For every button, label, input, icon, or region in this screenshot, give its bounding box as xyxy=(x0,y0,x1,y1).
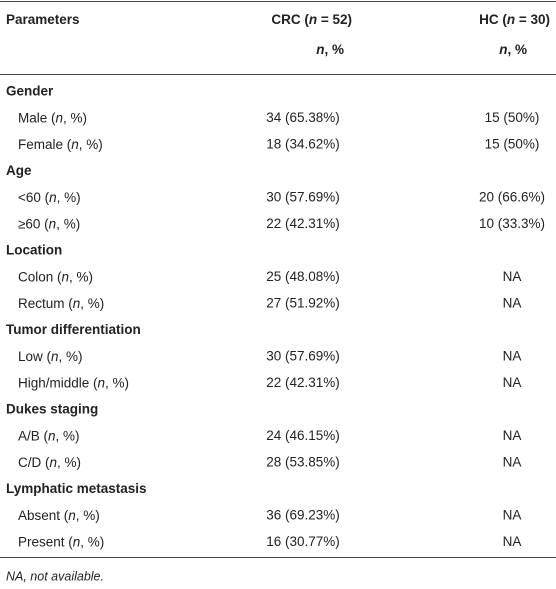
header-cell-part: CRC ( xyxy=(271,12,309,27)
header-cell-part: n xyxy=(507,12,515,27)
row-label-part: , %) xyxy=(80,296,104,311)
crc-value: 27 (51.92%) xyxy=(266,296,340,311)
row-label-part: , %) xyxy=(69,269,93,284)
row-label-part: n xyxy=(49,216,57,231)
row-label-part: , %) xyxy=(56,428,80,443)
row-label-part: Colon ( xyxy=(18,269,62,284)
crc-value: 34 (65.38%) xyxy=(266,110,340,125)
crc-value: 25 (48.08%) xyxy=(266,269,340,284)
row-label-part: , %) xyxy=(105,375,129,390)
crc-value: 30 (57.69%) xyxy=(266,349,340,364)
row-label-part: A/B ( xyxy=(18,428,49,443)
row-label-part: , %) xyxy=(59,349,83,364)
hc-value: NA xyxy=(503,375,522,390)
subheader-cell: n, % xyxy=(316,42,344,57)
crc-value: 16 (30.77%) xyxy=(266,534,340,549)
row-label-part: <60 ( xyxy=(18,190,50,205)
crc-value: 24 (46.15%) xyxy=(266,428,340,443)
row-label-part: n xyxy=(51,349,59,364)
row-label-part: , %) xyxy=(56,216,80,231)
subheader-cell-part: , % xyxy=(507,42,527,57)
row-label-part: n xyxy=(48,428,56,443)
header-cell-part: = 52) xyxy=(317,12,352,27)
group-title: Dukes staging xyxy=(6,402,98,417)
hc-value: NA xyxy=(503,534,522,549)
row-label-part: Absent ( xyxy=(18,508,69,523)
row-label-part: n xyxy=(62,269,70,284)
hc-value: NA xyxy=(503,428,522,443)
row-label-part: Female ( xyxy=(18,137,72,152)
header-cell-part: HC ( xyxy=(479,12,507,27)
footnote: NA, not available. xyxy=(6,569,104,583)
row-label: Present (n, %) xyxy=(18,534,104,549)
group-title: Gender xyxy=(6,84,54,99)
row-label: Male (n, %) xyxy=(18,110,87,125)
row-label: High/middle (n, %) xyxy=(18,375,129,390)
header-cell: Parameters xyxy=(6,12,80,27)
subheader-cell-part: , % xyxy=(324,42,344,57)
row-label: Rectum (n, %) xyxy=(18,296,104,311)
header-cell-part: = 30) xyxy=(515,12,550,27)
row-label-part: n xyxy=(71,137,79,152)
hc-value: 15 (50%) xyxy=(485,110,540,125)
row-label-part: n xyxy=(50,455,58,470)
row-label: <60 (n, %) xyxy=(18,190,81,205)
hc-value: NA xyxy=(503,455,522,470)
row-label: Absent (n, %) xyxy=(18,508,100,523)
crc-value: 28 (53.85%) xyxy=(266,455,340,470)
group-title: Age xyxy=(6,163,32,178)
row-label-part: n xyxy=(49,190,57,205)
hc-value: NA xyxy=(503,508,522,523)
row-label-part: C/D ( xyxy=(18,455,50,470)
row-label-part: n xyxy=(73,296,81,311)
crc-value: 36 (69.23%) xyxy=(266,508,340,523)
hc-value: NA xyxy=(503,269,522,284)
row-label-part: n xyxy=(68,508,76,523)
subheader-cell-part: n xyxy=(316,42,324,57)
subheader-cell: n, % xyxy=(499,42,527,57)
row-label-part: High/middle ( xyxy=(18,375,98,390)
row-label: Low (n, %) xyxy=(18,349,83,364)
row-label: A/B (n, %) xyxy=(18,428,80,443)
hc-value: 10 (33.3%) xyxy=(479,216,545,231)
crc-value: 30 (57.69%) xyxy=(266,190,340,205)
crc-value: 22 (42.31%) xyxy=(266,216,340,231)
header-cell: CRC (n = 52) xyxy=(271,12,352,27)
row-label-part: Rectum ( xyxy=(18,296,73,311)
crc-value: 18 (34.62%) xyxy=(266,137,340,152)
header-cell-part: Parameters xyxy=(6,12,80,27)
hc-value: 20 (66.6%) xyxy=(479,190,545,205)
row-label-part: , %) xyxy=(80,534,104,549)
group-title: Lymphatic metastasis xyxy=(6,481,147,496)
row-label-part: Male ( xyxy=(18,110,56,125)
header-cell: HC (n = 30) xyxy=(479,12,550,27)
row-label-part: n xyxy=(73,534,81,549)
row-label-part: Present ( xyxy=(18,534,73,549)
row-label-part: Low ( xyxy=(18,349,52,364)
hc-value: NA xyxy=(503,349,522,364)
hc-value: 15 (50%) xyxy=(485,137,540,152)
group-title: Location xyxy=(6,243,62,258)
row-label-part: , %) xyxy=(79,137,103,152)
row-label: Female (n, %) xyxy=(18,137,103,152)
header-cell-part: n xyxy=(309,12,317,27)
row-label-part: , %) xyxy=(57,455,81,470)
row-label-part: n xyxy=(56,110,64,125)
crc-value: 22 (42.31%) xyxy=(266,375,340,390)
row-label: ≥60 (n, %) xyxy=(18,216,80,231)
group-title: Tumor differentiation xyxy=(6,322,141,337)
row-label-part: , %) xyxy=(63,110,87,125)
row-label-part: , %) xyxy=(76,508,100,523)
subheader-cell-part: n xyxy=(499,42,507,57)
row-label-part: , %) xyxy=(57,190,81,205)
row-label-part: n xyxy=(98,375,106,390)
row-label-part: ≥60 ( xyxy=(18,216,49,231)
hc-value: NA xyxy=(503,296,522,311)
row-label: C/D (n, %) xyxy=(18,455,81,470)
row-label: Colon (n, %) xyxy=(18,269,93,284)
